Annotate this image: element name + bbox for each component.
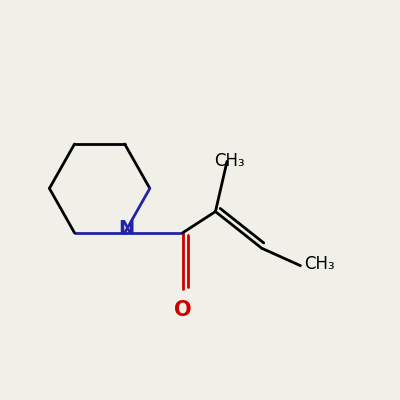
Text: CH₃: CH₃ [304,255,335,273]
Text: O: O [174,300,192,320]
Text: CH₃: CH₃ [214,152,244,170]
Text: N: N [118,220,135,238]
